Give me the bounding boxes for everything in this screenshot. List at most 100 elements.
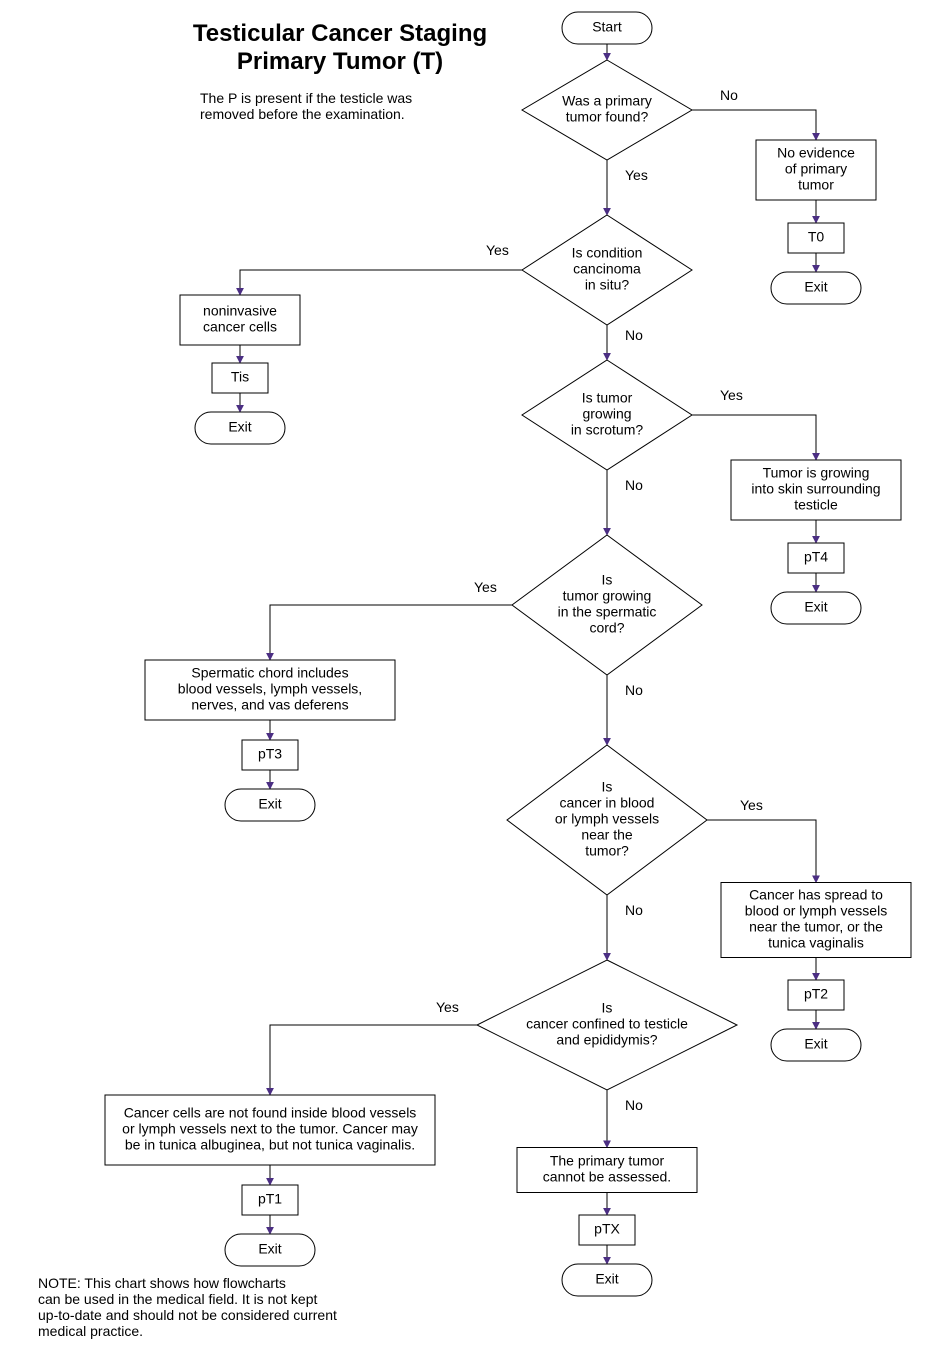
edge-label: Yes [625, 167, 648, 183]
node-d5: Iscancer in bloodor lymph vesselsnear th… [507, 745, 707, 895]
edge-label: No [625, 327, 643, 343]
edge-label: No [625, 1097, 643, 1113]
svg-text:blood vessels, lymph vessels,: blood vessels, lymph vessels, [178, 681, 362, 697]
node-p_notfound: Cancer cells are not found inside blood … [105, 1095, 435, 1165]
edge-label: Yes [486, 242, 509, 258]
edge-label: Yes [474, 579, 497, 595]
edge-d4-p_sperm [270, 605, 512, 660]
node-e_t0: Exit [771, 272, 861, 304]
flowchart-svg: YesNoNoYesNoYesNoYesNoYesNoYesStartWas a… [0, 0, 944, 1352]
svg-text:in scrotum?: in scrotum? [571, 422, 644, 438]
node-p_sperm: Spermatic chord includesblood vessels, l… [145, 660, 395, 720]
svg-text:cancer in blood: cancer in blood [560, 795, 655, 811]
svg-text:Is: Is [602, 779, 613, 795]
svg-text:pT3: pT3 [258, 746, 282, 762]
node-c_pt1: pT1 [242, 1185, 298, 1215]
svg-text:T0: T0 [808, 229, 825, 245]
edge-d1-p_noev [692, 110, 816, 140]
svg-text:Tis: Tis [231, 369, 249, 385]
node-p_cannot: The primary tumorcannot be assessed. [517, 1148, 697, 1193]
node-p_nonin: noninvasivecancer cells [180, 295, 300, 345]
node-c_pt3: pT3 [242, 740, 298, 770]
node-e_pt2: Exit [771, 1029, 861, 1061]
edge-label: Yes [436, 999, 459, 1015]
edge-d2-p_nonin [240, 270, 522, 295]
svg-text:cancer cells: cancer cells [203, 319, 277, 335]
node-e_tis: Exit [195, 412, 285, 444]
svg-text:Exit: Exit [804, 599, 827, 615]
svg-text:tumor: tumor [798, 177, 834, 193]
svg-text:pT1: pT1 [258, 1191, 282, 1207]
svg-text:pT4: pT4 [804, 549, 828, 565]
node-d6: Iscancer confined to testicleand epididy… [477, 960, 737, 1090]
svg-text:Cancer has spread to: Cancer has spread to [749, 887, 883, 903]
svg-text:tumor growing: tumor growing [563, 588, 652, 604]
edge-label: Yes [720, 387, 743, 403]
node-d1: Was a primarytumor found? [522, 60, 692, 160]
node-c_tis: Tis [212, 363, 268, 393]
svg-text:into skin surrounding: into skin surrounding [751, 481, 880, 497]
svg-text:Tumor is growing: Tumor is growing [763, 465, 870, 481]
svg-text:blood or lymph vessels: blood or lymph vessels [745, 903, 887, 919]
svg-text:Exit: Exit [595, 1271, 618, 1287]
edge-d3-p_skin [692, 415, 816, 460]
svg-text:or lymph vessels: or lymph vessels [555, 811, 659, 827]
node-e_pt3: Exit [225, 789, 315, 821]
node-e_pt1: Exit [225, 1234, 315, 1266]
svg-text:Is tumor: Is tumor [582, 390, 633, 406]
svg-text:Start: Start [592, 19, 622, 35]
node-p_spread: Cancer has spread toblood or lymph vesse… [721, 883, 911, 958]
svg-text:Spermatic chord includes: Spermatic chord includes [191, 665, 348, 681]
node-c_ptx: pTX [579, 1215, 635, 1245]
edge-label: No [720, 87, 738, 103]
node-c_t0: T0 [788, 223, 844, 253]
node-c_pt2: pT2 [788, 980, 844, 1010]
node-e_ptx: Exit [562, 1264, 652, 1296]
node-d2: Is conditioncancinomain situ? [522, 215, 692, 325]
svg-text:Cancer cells are not found ins: Cancer cells are not found inside blood … [124, 1105, 417, 1121]
node-d4: Istumor growingin the spermaticcord? [512, 535, 702, 675]
svg-text:near the tumor, or the: near the tumor, or the [749, 919, 883, 935]
svg-text:Exit: Exit [258, 796, 281, 812]
svg-text:No evidence: No evidence [777, 145, 855, 161]
svg-text:Is: Is [602, 1000, 613, 1016]
edge-d5-p_spread [707, 820, 816, 883]
edge-label: No [625, 902, 643, 918]
svg-text:cannot be assessed.: cannot be assessed. [543, 1169, 671, 1185]
edge-label: No [625, 682, 643, 698]
svg-text:nerves, and vas deferens: nerves, and vas deferens [191, 697, 348, 713]
svg-text:tunica vaginalis: tunica vaginalis [768, 935, 864, 951]
svg-text:be in tunica albuginea, but no: be in tunica albuginea, but not tunica v… [125, 1137, 415, 1153]
node-p_skin: Tumor is growinginto skin surroundingtes… [731, 460, 901, 520]
svg-text:cord?: cord? [589, 620, 624, 636]
svg-text:The primary tumor: The primary tumor [550, 1153, 665, 1169]
svg-text:in the spermatic: in the spermatic [558, 604, 657, 620]
svg-text:Exit: Exit [228, 419, 251, 435]
node-e_pt4: Exit [771, 592, 861, 624]
svg-text:and epididymis?: and epididymis? [556, 1032, 657, 1048]
svg-text:Was a primary: Was a primary [562, 93, 652, 109]
svg-text:Exit: Exit [804, 279, 827, 295]
node-d3: Is tumorgrowingin scrotum? [522, 360, 692, 470]
svg-text:noninvasive: noninvasive [203, 303, 277, 319]
svg-text:cancer confined to testicle: cancer confined to testicle [526, 1016, 688, 1032]
svg-text:in situ?: in situ? [585, 277, 630, 293]
svg-text:of primary: of primary [785, 161, 847, 177]
edge-label: Yes [740, 797, 763, 813]
svg-text:testicle: testicle [794, 497, 838, 513]
svg-text:or lymph vessels next to the t: or lymph vessels next to the tumor. Canc… [122, 1121, 418, 1137]
svg-text:Exit: Exit [804, 1036, 827, 1052]
flowchart-canvas: Testicular Cancer Staging Primary Tumor … [0, 0, 944, 1352]
svg-text:pT2: pT2 [804, 986, 828, 1002]
node-p_noev: No evidenceof primarytumor [756, 140, 876, 200]
node-start: Start [562, 12, 652, 44]
svg-text:Exit: Exit [258, 1241, 281, 1257]
svg-text:Is: Is [602, 572, 613, 588]
svg-text:Is condition: Is condition [572, 245, 643, 261]
svg-text:near the: near the [581, 827, 633, 843]
node-c_pt4: pT4 [788, 543, 844, 573]
svg-text:pTX: pTX [594, 1221, 620, 1237]
svg-text:tumor found?: tumor found? [566, 109, 649, 125]
svg-text:cancinoma: cancinoma [573, 261, 641, 277]
edge-d6-p_notfound [270, 1025, 477, 1095]
